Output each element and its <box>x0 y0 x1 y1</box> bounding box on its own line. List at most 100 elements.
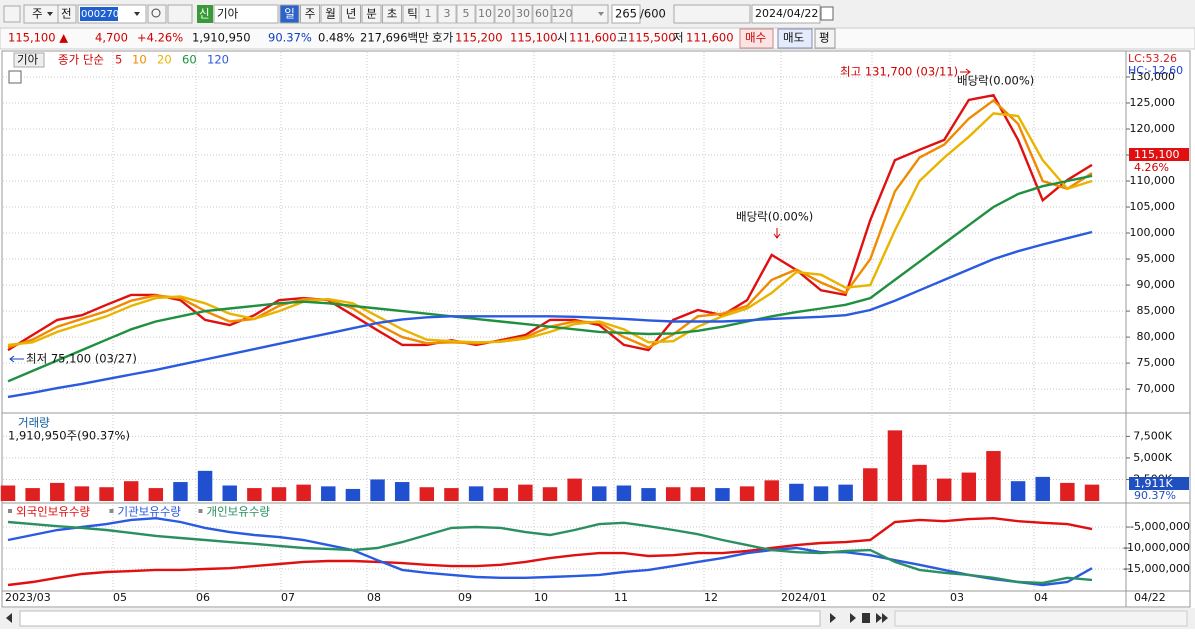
scroll-left[interactable] <box>6 613 12 623</box>
count-input[interactable] <box>611 4 641 24</box>
series-line <box>7 112 1093 347</box>
legend-entry: 개인보유수량 <box>207 505 271 519</box>
y-tick-label: 125,000 <box>1130 96 1176 109</box>
interval-button[interactable] <box>456 4 476 24</box>
date-input[interactable] <box>751 4 821 24</box>
volume-bar <box>863 468 878 501</box>
x-tick-label: 12 <box>704 591 718 604</box>
ask-label: 호가 <box>432 31 454 45</box>
interval-label: 10 <box>478 7 492 20</box>
x-tick-label: 09 <box>458 591 472 604</box>
series-line <box>7 174 1093 383</box>
y-tick-label: 5,000K <box>1133 451 1172 464</box>
volume-summary: 1,910,950주(90.37%) <box>8 429 130 443</box>
interval-button[interactable] <box>532 4 552 24</box>
name-box[interactable] <box>13 52 45 68</box>
turnover: 0.48% <box>318 31 355 45</box>
period-button[interactable] <box>361 4 382 24</box>
volume-bar <box>542 487 558 501</box>
legend-entry: 20 <box>157 53 172 67</box>
last-volume-pct: 90.37% <box>1134 489 1176 502</box>
last-change: 4.26% <box>1134 161 1169 174</box>
volume-bar <box>1035 476 1050 501</box>
y-tick-label: -15,000,000 <box>1123 562 1190 575</box>
period-button[interactable] <box>341 4 361 24</box>
interval-label: 1 <box>425 7 432 20</box>
sound-button[interactable] <box>167 4 193 24</box>
calendar-icon[interactable] <box>820 6 834 21</box>
low-label: 저 <box>673 31 684 45</box>
x-tick-label: 10 <box>534 591 548 604</box>
scroll-controls[interactable] <box>830 613 888 623</box>
interval-button[interactable] <box>494 4 514 24</box>
period-button[interactable] <box>382 4 402 24</box>
period-label: 초 <box>387 7 398 21</box>
y-tick-label: 100,000 <box>1130 226 1176 239</box>
period-button[interactable] <box>320 4 341 24</box>
period-button[interactable] <box>300 4 320 24</box>
date: 2024/04/22 <box>755 7 818 20</box>
volume-bar <box>25 488 40 501</box>
change-pct: +4.26% <box>137 31 183 45</box>
volume-bar <box>1084 484 1100 501</box>
y-tick-label: 130,000 <box>1130 70 1176 83</box>
quote-row <box>0 27 1195 50</box>
menu-icon[interactable] <box>3 5 21 23</box>
interval-select[interactable] <box>571 4 609 24</box>
volume-bar <box>173 482 188 501</box>
volume-bar <box>764 480 779 501</box>
series-line <box>7 230 1093 399</box>
period-label: 주 <box>305 7 316 21</box>
chart-label: 종가 단순 <box>58 53 104 67</box>
y-tick-label: 75,000 <box>1137 356 1176 369</box>
interval-button[interactable] <box>418 4 438 24</box>
search-icon <box>151 8 161 18</box>
volume-bar <box>419 487 435 501</box>
dropdown-arrow <box>47 12 53 16</box>
price: 115,100 ▲ <box>8 31 68 45</box>
right-axis <box>1125 50 1191 608</box>
sell-button[interactable] <box>777 28 813 49</box>
scroll-thumb[interactable] <box>19 610 821 627</box>
new-badge[interactable] <box>197 5 213 23</box>
volume-bar <box>394 482 410 501</box>
grid-icon[interactable] <box>8 70 22 84</box>
volume-bar <box>567 478 582 501</box>
interval-button[interactable] <box>475 4 495 24</box>
legend-entry: 5 <box>115 53 122 67</box>
volume-bar <box>789 483 804 501</box>
interval-button[interactable] <box>513 4 533 24</box>
search-button[interactable] <box>147 4 167 24</box>
volume-bar <box>222 485 237 501</box>
x-tick-label: 05 <box>113 591 127 604</box>
bid: 115,100 <box>510 31 558 45</box>
interval-label: 120 <box>552 7 573 20</box>
low-annotation: 최저 75,100 (03/27) <box>26 352 137 366</box>
x-tick-label: 02 <box>872 591 886 604</box>
tool-icons[interactable] <box>673 4 751 24</box>
volume-bar <box>1010 481 1026 501</box>
period-label: 분 <box>366 7 377 21</box>
chart-frame <box>1 50 1191 608</box>
avg-button[interactable] <box>814 28 836 49</box>
period-button[interactable] <box>279 4 300 24</box>
volume-bar <box>493 488 508 501</box>
volume-bar <box>271 487 287 501</box>
zoom-controls[interactable] <box>894 610 1188 627</box>
volume-bar <box>321 486 336 501</box>
series-line <box>7 516 1093 587</box>
y-tick-label: -10,000,000 <box>1123 541 1190 554</box>
y-tick-label: 70,000 <box>1137 382 1176 395</box>
arrow <box>960 68 971 76</box>
name-input[interactable] <box>213 4 279 24</box>
buy-button[interactable] <box>739 28 774 49</box>
x-end-label: 04/22 <box>1134 591 1166 604</box>
volume-bar <box>518 484 533 501</box>
new-label: 신 <box>199 7 210 21</box>
legend-entry: 120 <box>207 53 229 67</box>
period-label: 일 <box>284 7 295 21</box>
volume-bar <box>641 488 656 501</box>
interval-button[interactable] <box>437 4 457 24</box>
compare-button[interactable] <box>57 4 77 24</box>
y-tick-label: 80,000 <box>1137 330 1176 343</box>
